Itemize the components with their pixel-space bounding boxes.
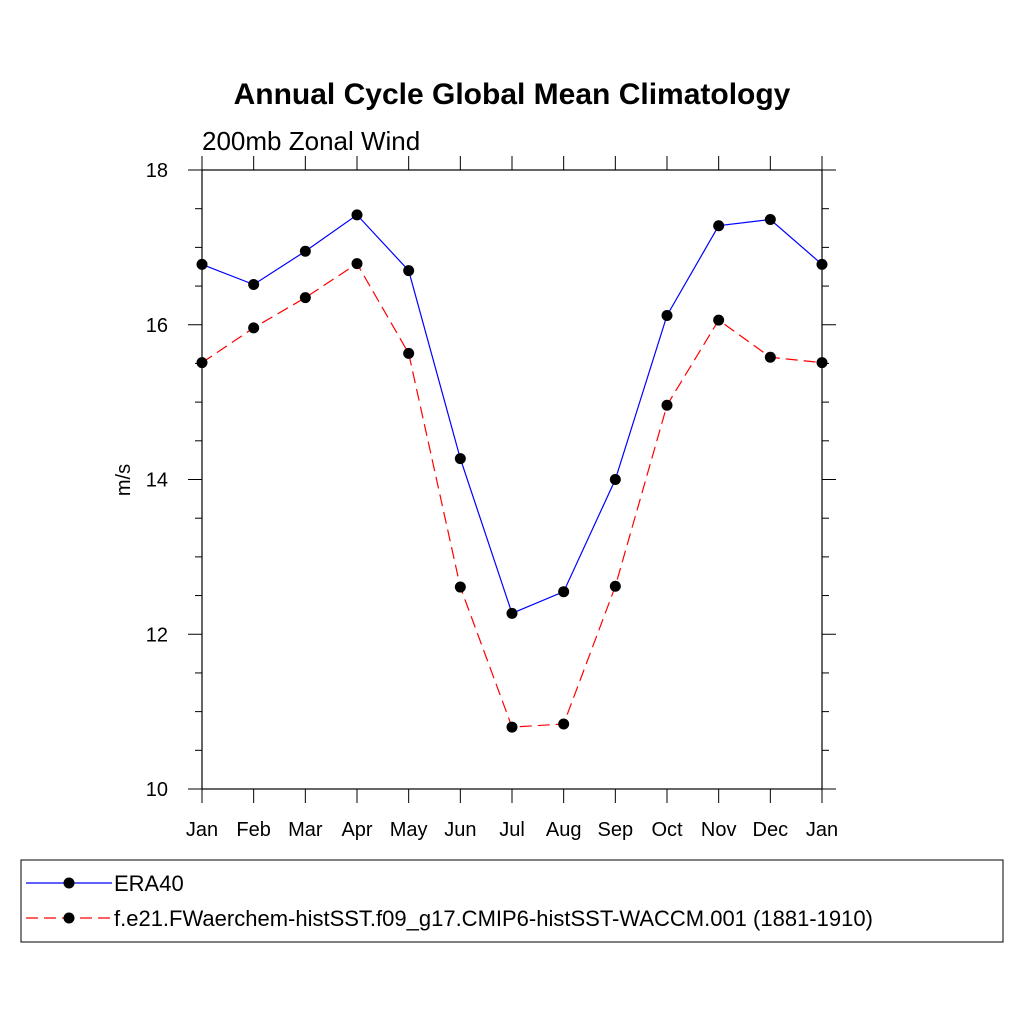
data-point — [454, 581, 466, 593]
data-point — [403, 347, 415, 359]
data-point — [558, 586, 570, 598]
data-point — [816, 258, 828, 270]
data-point — [299, 245, 311, 257]
data-point — [506, 721, 518, 733]
data-point — [764, 351, 776, 363]
legend: ERA40 f.e21.FWaerchem-histSST.f09_g17.CMI… — [20, 859, 1004, 943]
data-point — [661, 309, 673, 321]
data-point — [351, 258, 363, 270]
series-1 — [196, 209, 828, 619]
legend-label: f.e21.FWaerchem-histSST.f09_g17.CMIP6-hi… — [114, 906, 873, 931]
legend-swatch-marker — [63, 877, 75, 889]
chart-title: Annual Cycle Global Mean Climatology — [234, 78, 791, 111]
y-tick-label: 16 — [146, 315, 168, 337]
series-layer — [196, 209, 828, 733]
data-point — [713, 314, 725, 326]
data-point — [816, 357, 828, 369]
y-tick-label: 10 — [146, 779, 168, 801]
x-tick-label: Jun — [444, 819, 476, 841]
series-line — [201, 214, 823, 615]
y-tick-label: 18 — [146, 160, 168, 182]
data-point — [609, 474, 621, 485]
series-2 — [196, 258, 828, 733]
x-tick-label: Apr — [341, 819, 372, 841]
data-point — [713, 220, 725, 232]
data-point — [609, 580, 621, 592]
y-tick-label: 14 — [146, 470, 168, 492]
data-point — [661, 399, 673, 411]
data-point — [196, 258, 208, 270]
legend-label: ERA40 — [114, 871, 184, 896]
x-tick-label: Sep — [598, 819, 634, 841]
plot-border — [201, 169, 823, 790]
data-point — [299, 292, 311, 304]
y-axis-label: m/s — [113, 464, 135, 496]
series-line — [201, 262, 823, 728]
legend-box — [20, 859, 1004, 943]
x-tick-label: Feb — [236, 819, 270, 841]
x-tick-label: May — [390, 819, 428, 841]
chart-subtitle: 200mb Zonal Wind — [202, 126, 420, 156]
data-point — [248, 279, 260, 291]
x-tick-label: Jan — [806, 819, 838, 841]
legend-swatch-marker — [63, 912, 75, 924]
y-axis-ticks: 10 12 14 16 18 — [146, 160, 836, 801]
data-point — [764, 214, 776, 226]
x-tick-label: Oct — [651, 819, 683, 841]
data-point — [196, 357, 208, 369]
x-tick-label: Aug — [546, 819, 582, 841]
x-tick-label: Jan — [186, 819, 218, 841]
plot-frame — [201, 169, 823, 790]
x-tick-label: Jul — [499, 819, 525, 841]
x-tick-label: Mar — [288, 819, 323, 841]
x-tick-label: Nov — [701, 819, 737, 841]
x-tick-label: Dec — [753, 819, 789, 841]
data-point — [506, 607, 518, 619]
x-axis-ticks: Jan Feb Mar Apr May Jun Jul Aug Sep Oct Nov Dec Jan — [186, 156, 838, 841]
data-point — [454, 453, 466, 465]
data-point — [403, 265, 415, 277]
data-point — [558, 718, 570, 730]
data-point — [351, 209, 363, 221]
data-point — [248, 322, 260, 334]
y-tick-label: 12 — [146, 624, 168, 646]
